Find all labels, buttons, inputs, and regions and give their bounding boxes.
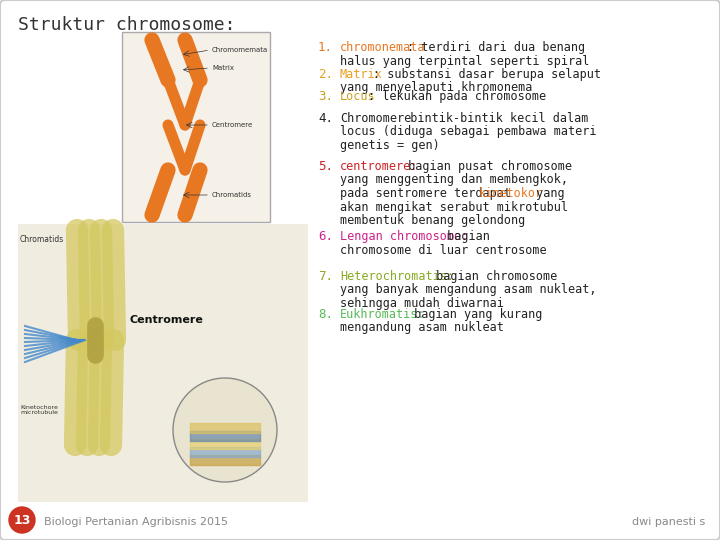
Text: 7.: 7. bbox=[318, 270, 333, 283]
Text: yang banyak mengandung asam nukleat,: yang banyak mengandung asam nukleat, bbox=[340, 284, 596, 296]
Circle shape bbox=[173, 378, 277, 482]
Text: : substansi dasar berupa selaput: : substansi dasar berupa selaput bbox=[373, 68, 601, 81]
Text: Chromatids: Chromatids bbox=[212, 192, 252, 198]
Text: : terdiri dari dua benang: : terdiri dari dua benang bbox=[407, 41, 585, 54]
Text: Kinetochore
microtubule: Kinetochore microtubule bbox=[20, 404, 58, 415]
Text: Centromere: Centromere bbox=[212, 122, 253, 128]
Text: bagian pusat chromosome: bagian pusat chromosome bbox=[401, 160, 572, 173]
Text: bagian yang kurang: bagian yang kurang bbox=[407, 308, 542, 321]
Text: yang: yang bbox=[528, 187, 564, 200]
Text: 8.: 8. bbox=[318, 308, 333, 321]
Text: yang menggenting dan membengkok,: yang menggenting dan membengkok, bbox=[340, 173, 568, 186]
Text: 5.: 5. bbox=[318, 160, 333, 173]
FancyBboxPatch shape bbox=[18, 224, 308, 502]
Text: akan mengikat serabut mikrotubul: akan mengikat serabut mikrotubul bbox=[340, 200, 568, 213]
FancyBboxPatch shape bbox=[122, 32, 270, 222]
Text: centromere:: centromere: bbox=[340, 160, 418, 173]
Text: 3.: 3. bbox=[318, 90, 333, 103]
Text: pada sentromere terdapat: pada sentromere terdapat bbox=[340, 187, 518, 200]
Text: Matrix: Matrix bbox=[340, 68, 383, 81]
Text: chromonemata: chromonemata bbox=[340, 41, 426, 54]
Text: sehingga mudah diwarnai: sehingga mudah diwarnai bbox=[340, 297, 504, 310]
Text: Matrix: Matrix bbox=[212, 65, 234, 71]
Text: Struktur chromosome:: Struktur chromosome: bbox=[18, 16, 235, 34]
Text: 2.: 2. bbox=[318, 68, 333, 81]
Text: 1.: 1. bbox=[318, 41, 333, 54]
Text: Lengan chromosome:: Lengan chromosome: bbox=[340, 230, 468, 243]
Text: 13: 13 bbox=[13, 514, 31, 526]
Text: 6.: 6. bbox=[318, 230, 333, 243]
Text: Heterochromatis:: Heterochromatis: bbox=[340, 270, 454, 283]
Text: Locus: Locus bbox=[340, 90, 376, 103]
Circle shape bbox=[9, 507, 35, 533]
Text: : lekukan pada chromosome: : lekukan pada chromosome bbox=[368, 90, 546, 103]
Text: Biologi Pertanian Agribisnis 2015: Biologi Pertanian Agribisnis 2015 bbox=[44, 517, 228, 527]
Text: bagian: bagian bbox=[440, 230, 490, 243]
Text: Chromomere: Chromomere bbox=[340, 112, 411, 125]
Text: Chromatids: Chromatids bbox=[20, 235, 64, 244]
Text: Centromere: Centromere bbox=[130, 315, 204, 325]
Text: 4.: 4. bbox=[318, 112, 333, 125]
Text: halus yang terpintal seperti spiral: halus yang terpintal seperti spiral bbox=[340, 55, 590, 68]
Text: yang menyelaputi khromonema: yang menyelaputi khromonema bbox=[340, 82, 532, 94]
Text: bintik-bintik kecil dalam: bintik-bintik kecil dalam bbox=[395, 112, 588, 125]
Text: kinetokor: kinetokor bbox=[479, 187, 543, 200]
Text: Eukhromatis:: Eukhromatis: bbox=[340, 308, 426, 321]
Text: genetis = gen): genetis = gen) bbox=[340, 139, 440, 152]
Text: Chromomemata: Chromomemata bbox=[212, 47, 269, 53]
Text: mengandung asam nukleat: mengandung asam nukleat bbox=[340, 321, 504, 334]
Text: chromosome di luar centrosome: chromosome di luar centrosome bbox=[340, 244, 546, 256]
Text: membentuk benang gelondong: membentuk benang gelondong bbox=[340, 214, 526, 227]
Text: locus (diduga sebagai pembawa materi: locus (diduga sebagai pembawa materi bbox=[340, 125, 596, 138]
Text: bagian chromosome: bagian chromosome bbox=[429, 270, 557, 283]
Text: dwi panesti s: dwi panesti s bbox=[631, 517, 705, 527]
